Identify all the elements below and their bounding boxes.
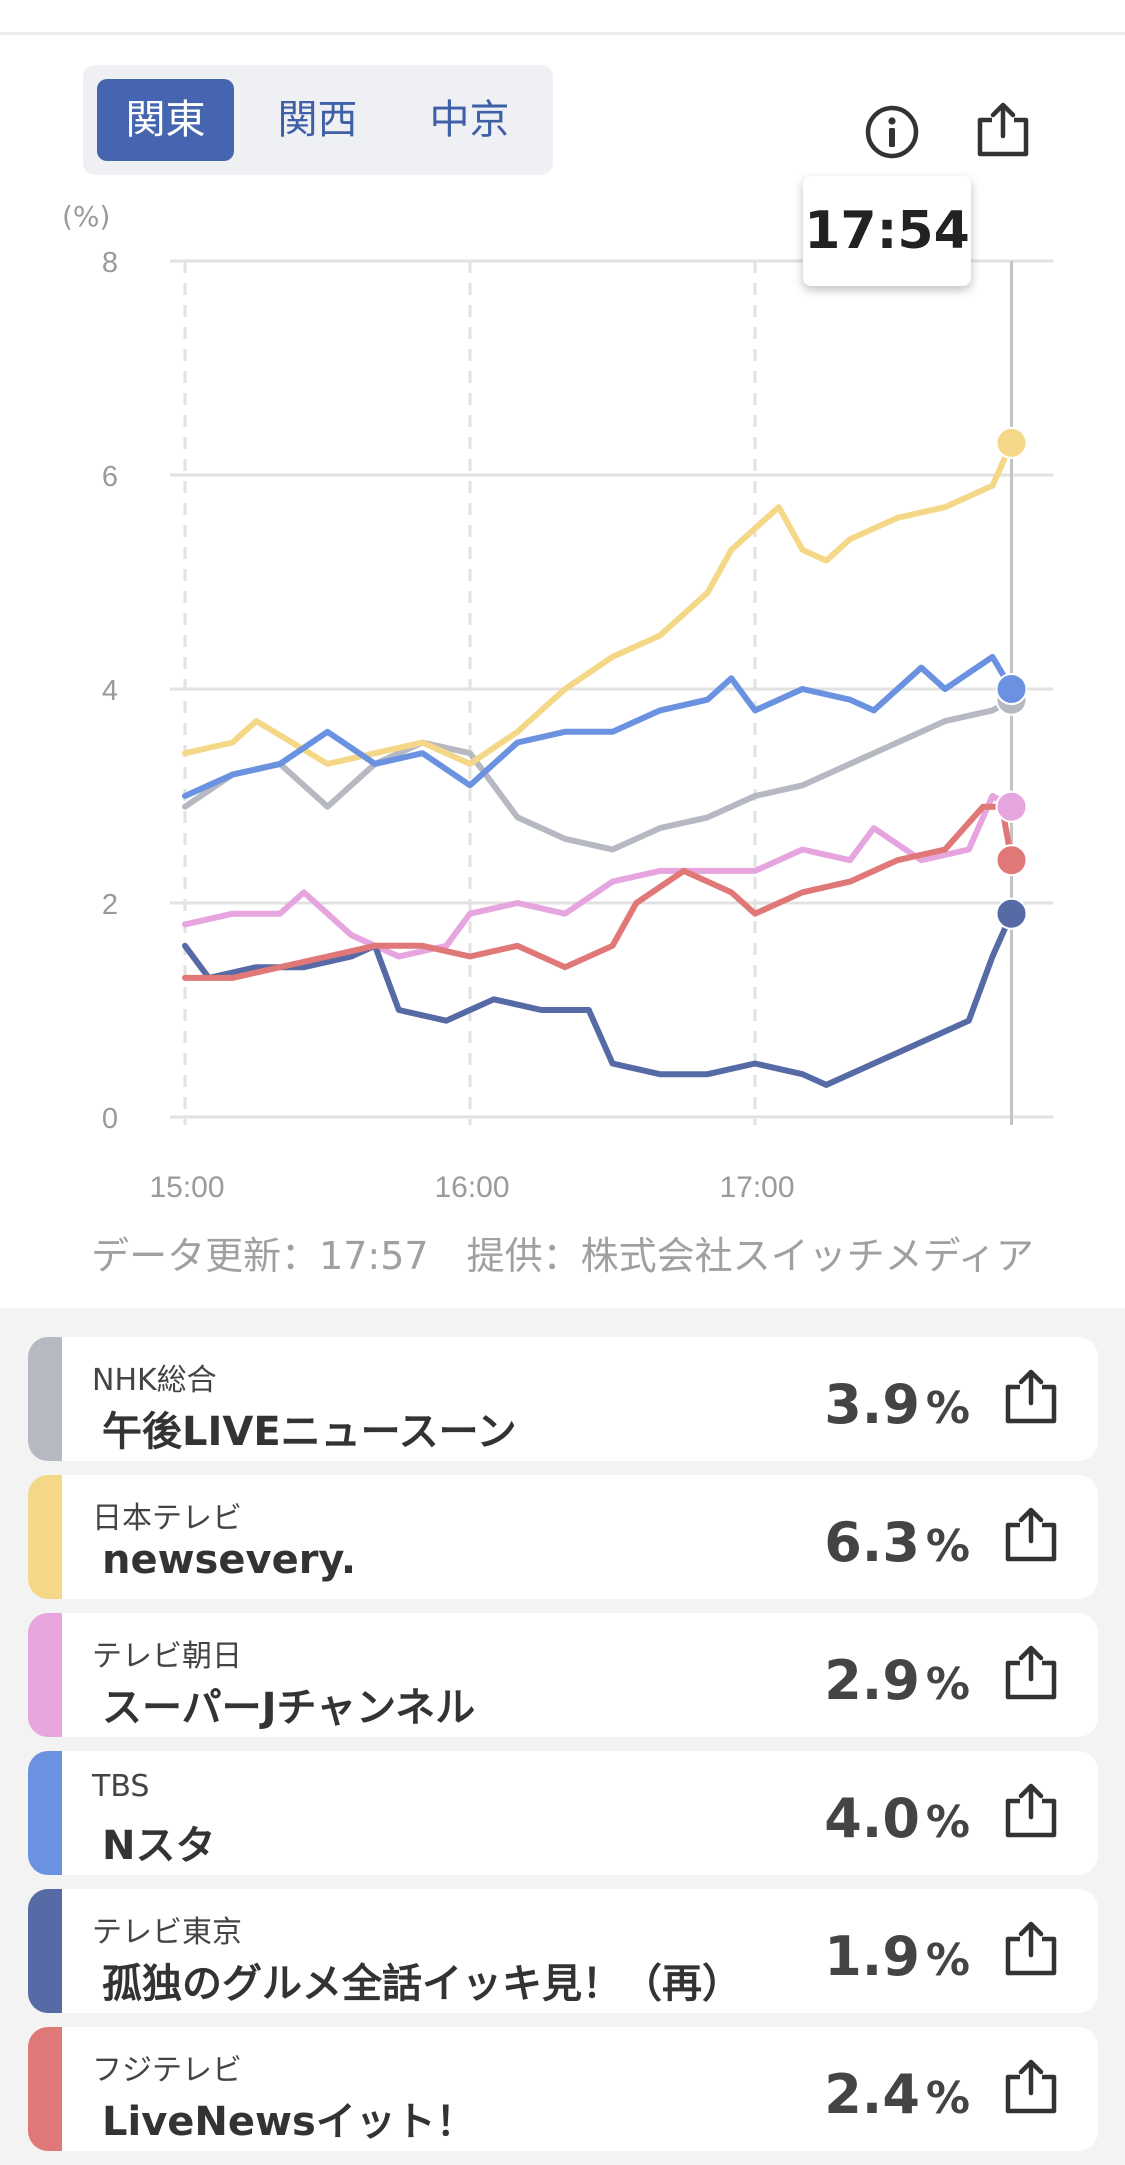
program-title: LiveNewsイット！ xyxy=(102,2099,476,2145)
share-icon[interactable] xyxy=(1002,2057,1060,2117)
channel-name: TBS xyxy=(92,1769,150,1804)
program-title: Nスタ xyxy=(102,1823,216,1869)
x-tick-label: 15:00 xyxy=(149,1171,224,1204)
channel-card[interactable]: NHK総合午後LIVEニュースーン 3.9% xyxy=(28,1337,1098,1461)
rating-number: 3.9 xyxy=(824,1373,920,1436)
y-tick-label: 2 xyxy=(102,889,118,921)
channel-card[interactable]: 日本テレビ newsevery. 6.3% xyxy=(28,1475,1098,1599)
y-tick-label: 6 xyxy=(102,461,118,493)
channel-name: NHK総合 xyxy=(92,1363,217,1398)
series-marker-5 xyxy=(995,844,1028,877)
share-icon[interactable] xyxy=(1002,1505,1060,1565)
rating-unit: % xyxy=(925,1797,970,1848)
y-tick-label: 0 xyxy=(102,1103,118,1135)
rating-value: 2.9% xyxy=(824,1649,970,1712)
series-marker-4 xyxy=(995,897,1028,930)
rating-number: 2.9 xyxy=(824,1649,920,1712)
rating-value: 6.3% xyxy=(824,1511,970,1574)
channel-card[interactable]: テレビ東京孤独のグルメ全話イッキ見！（再） 1.9% xyxy=(28,1889,1098,2013)
info-icon[interactable] xyxy=(864,104,920,160)
channel-name: フジテレビ xyxy=(92,2053,242,2088)
program-title: スーパーJチャンネル xyxy=(102,1685,476,1731)
rating-number: 2.4 xyxy=(824,2063,920,2126)
channel-color-stripe xyxy=(28,1475,62,1599)
rating-unit: % xyxy=(925,1383,970,1434)
rating-unit: % xyxy=(925,1935,970,1986)
tab-kanto[interactable]: 関東 xyxy=(97,79,234,161)
y-tick-label: 8 xyxy=(102,247,118,279)
rating-unit: % xyxy=(925,1659,970,1710)
rating-number: 1.9 xyxy=(824,1925,920,1988)
series-marker-3 xyxy=(995,673,1028,705)
channel-color-stripe xyxy=(28,2027,62,2151)
region-tab-bar: 関東 関西 中京 xyxy=(83,65,553,175)
channel-card[interactable]: テレビ朝日スーパーJチャンネル 2.9% xyxy=(28,1613,1098,1737)
rating-line-chart: 0 2 4 6 8 15:00 16:00 17:00 xyxy=(0,190,1125,1220)
rating-unit: % xyxy=(925,1521,970,1572)
share-icon[interactable] xyxy=(1002,1367,1060,1427)
y-tick-label: 4 xyxy=(102,675,118,707)
channel-color-stripe xyxy=(28,1751,62,1875)
channel-name: 日本テレビ xyxy=(92,1501,242,1536)
share-icon[interactable] xyxy=(1002,1643,1060,1703)
rating-value: 2.4% xyxy=(824,2063,970,2126)
rating-value: 1.9% xyxy=(824,1925,970,1988)
rating-unit: % xyxy=(925,2073,970,2124)
series-line-5 xyxy=(182,803,1015,981)
program-title: 午後LIVEニュースーン xyxy=(102,1409,517,1455)
channel-color-stripe xyxy=(28,1889,62,2013)
program-title: 孤独のグルメ全話イッキ見！（再） xyxy=(102,1961,742,2007)
channel-card[interactable]: フジテレビ LiveNewsイット！ 2.4% xyxy=(28,2027,1098,2151)
chart-canvas: 0 2 4 6 8 15:00 16:00 17:00 xyxy=(102,247,1054,1204)
channel-name: テレビ東京 xyxy=(92,1915,242,1950)
series-line-1 xyxy=(182,439,1015,767)
series-line-0 xyxy=(182,696,1015,853)
x-tick-label: 16:00 xyxy=(434,1171,509,1204)
y-axis-unit: (%) xyxy=(62,200,111,233)
channel-name: テレビ朝日 xyxy=(92,1639,242,1674)
channel-card[interactable]: TBS Nスタ 4.0% xyxy=(28,1751,1098,1875)
tab-kansai[interactable]: 関西 xyxy=(277,97,358,143)
top-divider xyxy=(0,32,1125,35)
rating-value: 4.0% xyxy=(824,1787,970,1850)
share-icon[interactable] xyxy=(1002,1781,1060,1841)
time-tooltip: 17:54 xyxy=(803,176,971,286)
channel-color-stripe xyxy=(28,1613,62,1737)
series-line-4 xyxy=(182,910,1015,1088)
tab-chukyo[interactable]: 中京 xyxy=(429,97,510,143)
share-icon[interactable] xyxy=(1002,1919,1060,1979)
series-line-2 xyxy=(182,793,1015,960)
share-icon[interactable] xyxy=(974,100,1032,160)
series-marker-2 xyxy=(995,790,1028,823)
series-marker-1 xyxy=(995,426,1028,459)
rating-number: 4.0 xyxy=(824,1787,920,1850)
channel-color-stripe xyxy=(28,1337,62,1461)
data-update-info: データ更新：17:57 提供：株式会社スイッチメディア xyxy=(91,1234,1034,1278)
x-tick-label: 17:00 xyxy=(719,1171,794,1204)
series-line-3 xyxy=(182,653,1015,799)
rating-value: 3.9% xyxy=(824,1373,970,1436)
rating-number: 6.3 xyxy=(824,1511,920,1574)
program-title: newsevery. xyxy=(102,1537,357,1583)
